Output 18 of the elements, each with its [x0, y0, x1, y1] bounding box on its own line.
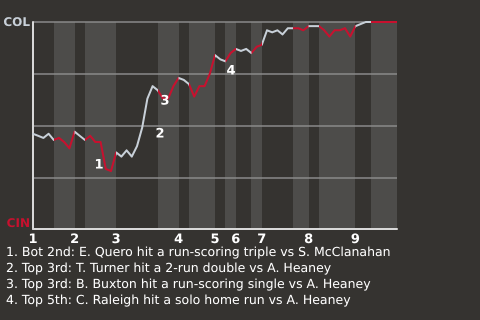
annotation: 2: [155, 126, 165, 142]
text: COL: [3, 15, 30, 29]
text: 2. Top 3rd: T. Turner hit a 2-run double vs A. Heaney: [6, 260, 332, 275]
x-tick-label: 3: [112, 232, 121, 247]
text: 1. Bot 2nd: E. Quero hit a run-scoring triple vs S. McClanahan: [6, 244, 391, 259]
x-tick-label: 9: [350, 232, 360, 247]
x-tick-label: 4: [174, 232, 184, 247]
text: 3. Top 3rd: B. Buxton hit a run-scoring single vs A. Heaney: [6, 276, 372, 291]
x-tick-label: 1: [28, 232, 38, 247]
x-tick-label: 8: [304, 232, 314, 247]
annotation: 4: [226, 64, 236, 78]
text: 4. Top 5th: C. Raleigh hit a solo home run vs A. Heaney: [6, 292, 352, 307]
x-tick-label: 7: [257, 232, 266, 247]
annotation: 1: [94, 158, 104, 172]
text: CIN: [6, 216, 30, 230]
x-tick-label: 5: [210, 232, 220, 247]
x-tick-label: 2: [70, 232, 80, 247]
x-tick-label: 6: [231, 232, 240, 247]
